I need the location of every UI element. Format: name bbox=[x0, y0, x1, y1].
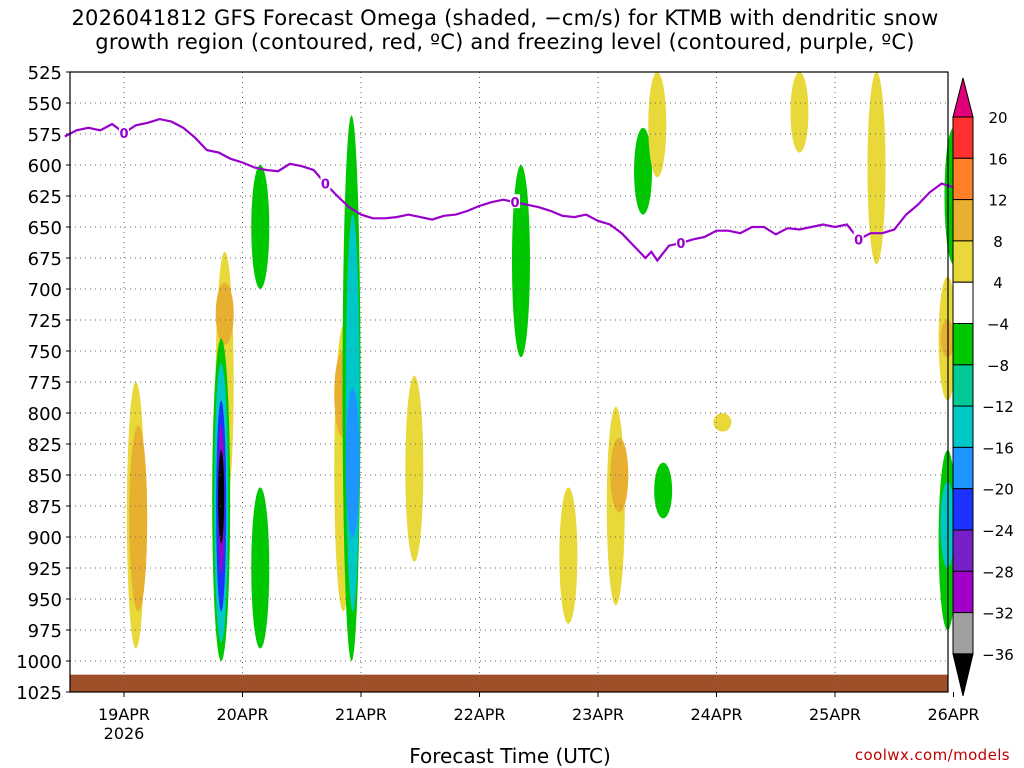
freezing-level-label: 0 bbox=[854, 233, 863, 248]
y-tick-label: 625 bbox=[28, 187, 62, 208]
freezing-level-label: 0 bbox=[119, 127, 128, 142]
omega-region-18 bbox=[559, 487, 578, 624]
y-tick-label: 575 bbox=[28, 125, 62, 146]
omega-region-17 bbox=[511, 165, 530, 358]
omega-region-3 bbox=[215, 282, 234, 345]
freezing-level-label: 0 bbox=[321, 178, 330, 193]
omega-region-23 bbox=[648, 72, 667, 178]
colorbar-segment bbox=[952, 281, 974, 325]
colorbar-label: −4 bbox=[987, 316, 1009, 334]
colorbar-segment bbox=[952, 157, 974, 201]
x-tick-label: 19APR bbox=[98, 705, 150, 724]
y-tick-label: 650 bbox=[28, 218, 62, 239]
y-tick-label: 775 bbox=[28, 373, 62, 394]
plot-frame bbox=[69, 71, 949, 693]
omega-region-22 bbox=[654, 462, 673, 519]
y-tick-label: 1025 bbox=[16, 683, 62, 704]
colorbar-bottom-arrow bbox=[952, 653, 974, 697]
freezing-level-label-bg bbox=[320, 175, 331, 190]
credit-link[interactable]: coolwx.com/models bbox=[854, 746, 1010, 764]
colorbar-segment bbox=[952, 240, 974, 283]
freezing-level-label: 0 bbox=[676, 237, 685, 252]
y-tick-label: 675 bbox=[28, 249, 62, 270]
omega-region-25 bbox=[790, 72, 809, 153]
colorbar-segment bbox=[952, 570, 974, 614]
colorbar-segment bbox=[952, 116, 974, 159]
y-tick-label: 700 bbox=[28, 280, 62, 301]
colorbar-segment bbox=[952, 405, 974, 448]
y-tick-label: 1000 bbox=[16, 652, 62, 673]
colorbar-segment bbox=[952, 364, 974, 407]
omega-region-1 bbox=[129, 425, 148, 612]
colorbar-label: 12 bbox=[988, 192, 1007, 210]
colorbar-label: −36 bbox=[982, 646, 1014, 664]
colorbar-label: −32 bbox=[982, 605, 1014, 623]
colorbar-label: −28 bbox=[982, 563, 1014, 581]
colorbar-label: −20 bbox=[982, 481, 1014, 499]
omega-region-21 bbox=[634, 127, 653, 215]
colorbar-segment bbox=[952, 529, 974, 572]
colorbar-label: −12 bbox=[982, 398, 1014, 416]
y-tick-label: 800 bbox=[28, 404, 62, 425]
colorbar-label: −8 bbox=[987, 357, 1009, 375]
colorbar-label: 20 bbox=[988, 109, 1007, 127]
x-tick-label: 25APR bbox=[809, 705, 861, 724]
colorbar-top-arrow bbox=[952, 77, 974, 118]
colorbar-label: 8 bbox=[993, 233, 1003, 251]
omega-region-24 bbox=[713, 413, 732, 432]
x-tick-label: 22APR bbox=[453, 705, 505, 724]
y-tick-label: 900 bbox=[28, 528, 62, 549]
colorbar-segment bbox=[952, 446, 974, 490]
y-tick-label: 950 bbox=[28, 590, 62, 611]
y-tick-label: 725 bbox=[28, 311, 62, 332]
colorbar-label: −16 bbox=[982, 439, 1014, 457]
colorbar-label: 4 bbox=[993, 274, 1003, 292]
y-tick-label: 750 bbox=[28, 342, 62, 363]
omega-region-20 bbox=[610, 437, 629, 513]
ground-fill bbox=[70, 674, 948, 692]
colorbar-label: −24 bbox=[982, 522, 1014, 540]
freezing-level-label-bg bbox=[510, 194, 521, 209]
y-tick-label: 825 bbox=[28, 435, 62, 456]
x-tick-label: 26APR bbox=[927, 705, 979, 724]
x-tick-label: 24APR bbox=[690, 705, 742, 724]
colorbar-segment bbox=[952, 323, 974, 366]
x-axis-label: Forecast Time (UTC) bbox=[409, 744, 611, 768]
y-tick-label: 925 bbox=[28, 559, 62, 580]
y-tick-label: 850 bbox=[28, 466, 62, 487]
chart-title-line2: growth region (contoured, red, ºC) and f… bbox=[95, 30, 915, 54]
omega-region-26 bbox=[867, 72, 886, 265]
freezing-level-label-bg bbox=[675, 235, 686, 250]
y-tick-label: 525 bbox=[28, 63, 62, 84]
freezing-level-label: 0 bbox=[511, 196, 520, 211]
y-tick-label: 600 bbox=[28, 156, 62, 177]
colorbar-segment bbox=[952, 488, 974, 531]
omega-region-15 bbox=[345, 388, 360, 537]
chart-title: 2026041812 GFS Forecast Omega (shaded, −… bbox=[0, 6, 1010, 54]
freezing-level-label-bg bbox=[119, 124, 129, 139]
chart-title-line1: 2026041812 GFS Forecast Omega (shaded, −… bbox=[71, 6, 939, 30]
x-tick-label: 20APR bbox=[216, 705, 268, 724]
plot-area bbox=[70, 72, 948, 692]
omega-region-16 bbox=[405, 375, 424, 562]
x-tick-label: 21APR bbox=[335, 705, 387, 724]
colorbar-segment bbox=[952, 612, 974, 655]
freezing-level-label-bg bbox=[853, 231, 864, 246]
y-tick-label: 875 bbox=[28, 497, 62, 518]
y-tick-label: 975 bbox=[28, 621, 62, 642]
omega-region-8 bbox=[218, 450, 225, 544]
colorbar-label: 16 bbox=[988, 150, 1007, 168]
y-tick-label: 550 bbox=[28, 94, 62, 115]
colorbar-segment bbox=[952, 199, 974, 242]
x-tick-sublabel: 2026 bbox=[104, 724, 145, 743]
x-tick-label: 23APR bbox=[572, 705, 624, 724]
